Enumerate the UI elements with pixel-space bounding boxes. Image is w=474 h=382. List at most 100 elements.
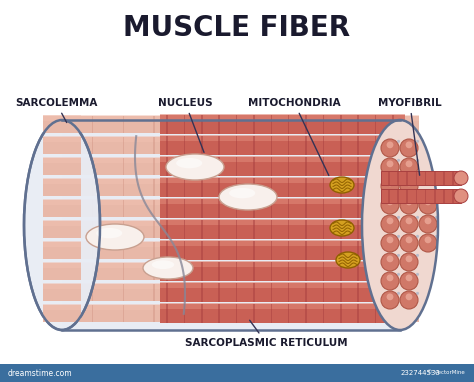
Bar xyxy=(201,136,203,154)
Bar xyxy=(400,136,401,154)
Bar xyxy=(160,282,405,288)
Circle shape xyxy=(397,273,400,276)
Circle shape xyxy=(416,292,419,295)
Bar xyxy=(246,283,247,301)
Bar xyxy=(407,171,408,185)
Bar xyxy=(215,157,217,175)
Bar xyxy=(43,241,419,259)
Ellipse shape xyxy=(229,188,255,198)
Circle shape xyxy=(397,292,400,295)
Bar xyxy=(43,157,419,163)
Circle shape xyxy=(381,215,399,233)
Bar xyxy=(357,304,359,322)
Bar xyxy=(338,220,339,238)
Bar xyxy=(92,157,93,175)
Bar xyxy=(184,178,186,196)
Circle shape xyxy=(387,293,393,300)
Bar xyxy=(400,262,401,280)
Bar xyxy=(400,241,401,259)
Bar xyxy=(392,283,393,301)
Bar xyxy=(166,283,168,301)
Bar xyxy=(122,220,124,238)
Text: MITOCHONDRIA: MITOCHONDRIA xyxy=(248,98,341,175)
Bar xyxy=(338,178,339,196)
Bar xyxy=(43,241,419,247)
Bar xyxy=(201,241,203,259)
Bar xyxy=(153,241,155,259)
Bar xyxy=(236,199,237,217)
Bar xyxy=(160,136,405,154)
Bar xyxy=(43,241,81,259)
Bar xyxy=(201,262,203,280)
Bar xyxy=(246,115,247,133)
Bar xyxy=(307,115,309,133)
Bar xyxy=(62,120,400,330)
Bar xyxy=(392,262,393,280)
Bar xyxy=(253,157,255,175)
Bar xyxy=(236,157,237,175)
Circle shape xyxy=(419,215,437,233)
Bar xyxy=(340,241,342,259)
Bar xyxy=(271,220,272,238)
Bar xyxy=(338,136,339,154)
Bar xyxy=(307,178,309,196)
Bar xyxy=(323,115,324,133)
Bar xyxy=(160,115,405,133)
Bar xyxy=(236,262,237,280)
Bar xyxy=(92,178,93,196)
Bar xyxy=(43,178,419,196)
Bar xyxy=(43,283,81,301)
Bar xyxy=(271,136,272,154)
Bar xyxy=(184,304,185,322)
Bar xyxy=(153,115,155,133)
Bar xyxy=(236,220,237,238)
Bar xyxy=(166,178,168,196)
Circle shape xyxy=(387,274,393,281)
Bar xyxy=(381,189,461,203)
Bar xyxy=(305,157,307,175)
Circle shape xyxy=(406,198,412,205)
Bar xyxy=(271,199,272,217)
Bar xyxy=(153,262,155,280)
Circle shape xyxy=(381,253,399,271)
Text: dreamstime.com: dreamstime.com xyxy=(8,369,73,377)
Circle shape xyxy=(406,180,412,186)
Bar xyxy=(323,304,324,322)
Bar xyxy=(323,241,324,259)
Bar xyxy=(369,199,370,217)
Bar xyxy=(43,199,419,205)
Bar xyxy=(307,157,309,175)
Bar xyxy=(400,220,401,238)
Bar xyxy=(184,220,185,238)
Bar xyxy=(201,283,203,301)
Ellipse shape xyxy=(454,171,468,185)
Bar xyxy=(122,115,124,133)
Circle shape xyxy=(397,254,400,257)
Bar xyxy=(122,199,124,217)
Bar xyxy=(43,157,81,175)
Bar xyxy=(43,262,419,268)
Bar xyxy=(153,220,155,238)
Ellipse shape xyxy=(176,158,202,168)
Bar xyxy=(184,199,185,217)
Circle shape xyxy=(400,177,418,195)
Bar xyxy=(92,115,93,133)
Bar xyxy=(122,178,124,196)
Bar xyxy=(184,115,185,133)
Bar xyxy=(43,115,419,121)
Circle shape xyxy=(397,178,400,181)
Bar xyxy=(166,262,168,280)
Text: MUSCLE FIBER: MUSCLE FIBER xyxy=(123,14,351,42)
Bar xyxy=(340,157,342,175)
Bar xyxy=(160,241,405,259)
Ellipse shape xyxy=(86,224,144,250)
Bar xyxy=(400,115,401,133)
Bar xyxy=(184,262,185,280)
Bar xyxy=(340,178,342,196)
Circle shape xyxy=(400,215,418,233)
Bar xyxy=(288,178,290,196)
Bar xyxy=(43,283,81,288)
Bar xyxy=(43,283,419,288)
Circle shape xyxy=(416,254,419,257)
Bar xyxy=(122,283,124,301)
